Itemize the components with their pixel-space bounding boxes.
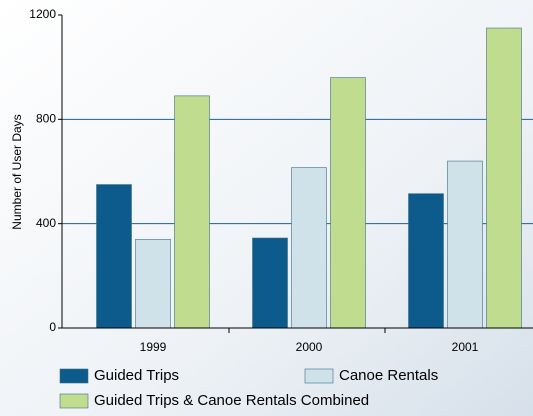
y-tick-label: 800 xyxy=(36,112,56,126)
y-tick-label: 400 xyxy=(36,216,56,230)
x-tick-label: 1999 xyxy=(140,340,167,354)
bar xyxy=(447,160,483,329)
legend-swatch xyxy=(304,368,334,384)
y-tick-label: 1200 xyxy=(29,7,56,21)
legend-label: Guided Trips & Canoe Rentals Combined xyxy=(94,392,369,409)
legend-swatch xyxy=(59,393,89,409)
bar xyxy=(291,167,327,329)
x-tick-label: 2001 xyxy=(452,340,479,354)
legend-swatch xyxy=(59,368,89,384)
bar xyxy=(486,27,522,329)
bar xyxy=(408,193,444,329)
bar xyxy=(330,77,366,329)
bar xyxy=(174,95,210,329)
legend-label: Canoe Rentals xyxy=(339,367,438,384)
y-axis-label: Number of User Days xyxy=(10,114,24,229)
bar xyxy=(96,184,132,329)
bar xyxy=(252,237,288,329)
bar xyxy=(135,239,171,329)
x-tick-label: 2000 xyxy=(296,340,323,354)
y-tick-label: 0 xyxy=(49,320,56,334)
legend-label: Guided Trips xyxy=(94,367,179,384)
